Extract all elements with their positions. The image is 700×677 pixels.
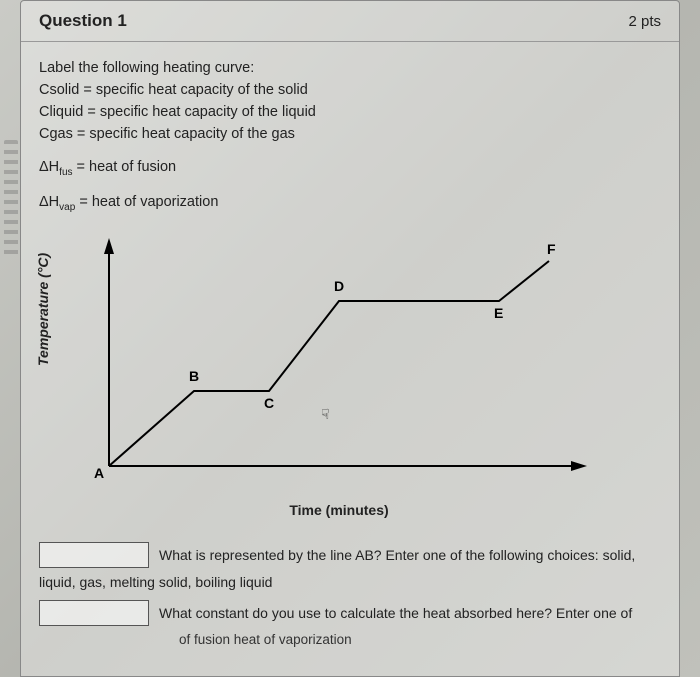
- answer-row-2: What constant do you use to calculate th…: [39, 600, 661, 626]
- intro-line: Cgas = specific heat capacity of the gas: [39, 124, 661, 145]
- svg-text:E: E: [494, 305, 503, 321]
- question-points: 2 pts: [628, 13, 661, 30]
- intro-line: Csolid = specific heat capacity of the s…: [39, 80, 661, 101]
- question-card: Question 1 2 pts Label the following hea…: [20, 0, 680, 677]
- screenshot-root: Question 1 2 pts Label the following hea…: [0, 0, 700, 677]
- y-axis-label: Temperature (°C): [33, 253, 53, 366]
- notebook-spiral: [4, 140, 18, 260]
- svg-text:F: F: [547, 241, 556, 257]
- dh-text: = heat of vaporization: [75, 194, 218, 210]
- svg-text:B: B: [189, 368, 199, 384]
- answer-section: What is represented by the line AB? Ente…: [39, 542, 661, 650]
- svg-text:C: C: [264, 395, 274, 411]
- intro-text: Label the following heating curve: Csoli…: [39, 58, 661, 216]
- heating-curve-chart: Temperature (°C) ABCDEF ☟: [39, 226, 599, 506]
- dh-text: = heat of fusion: [73, 159, 177, 175]
- question-header: Question 1 2 pts: [21, 1, 679, 42]
- delta-h-vaporization: ΔHvap = heat of vaporization: [39, 192, 661, 215]
- intro-line: Cliquid = specific heat capacity of the …: [39, 102, 661, 123]
- intro-line: Label the following heating curve:: [39, 58, 661, 79]
- answer-input-1[interactable]: [39, 542, 149, 568]
- cutoff-text: of fusion heat of vaporization: [179, 630, 661, 650]
- dh-subscript: vap: [59, 202, 75, 213]
- dh-subscript: fus: [59, 167, 72, 178]
- svg-text:A: A: [94, 465, 104, 481]
- dh-symbol: ΔH: [39, 194, 59, 210]
- answer-input-2[interactable]: [39, 600, 149, 626]
- question-body: Label the following heating curve: Csoli…: [21, 42, 679, 650]
- answer-row-1: What is represented by the line AB? Ente…: [39, 542, 661, 568]
- question-text-2: What constant do you use to calculate th…: [159, 603, 661, 623]
- svg-text:D: D: [334, 278, 344, 294]
- dh-symbol: ΔH: [39, 159, 59, 175]
- question-title: Question 1: [39, 11, 127, 31]
- chart-svg: A B C D E F: [39, 226, 599, 506]
- answer-choices: liquid, gas, melting solid, boiling liqu…: [39, 572, 661, 592]
- question-text-1: What is represented by the line AB? Ente…: [159, 545, 661, 565]
- delta-h-fusion: ΔHfus = heat of fusion: [39, 157, 661, 180]
